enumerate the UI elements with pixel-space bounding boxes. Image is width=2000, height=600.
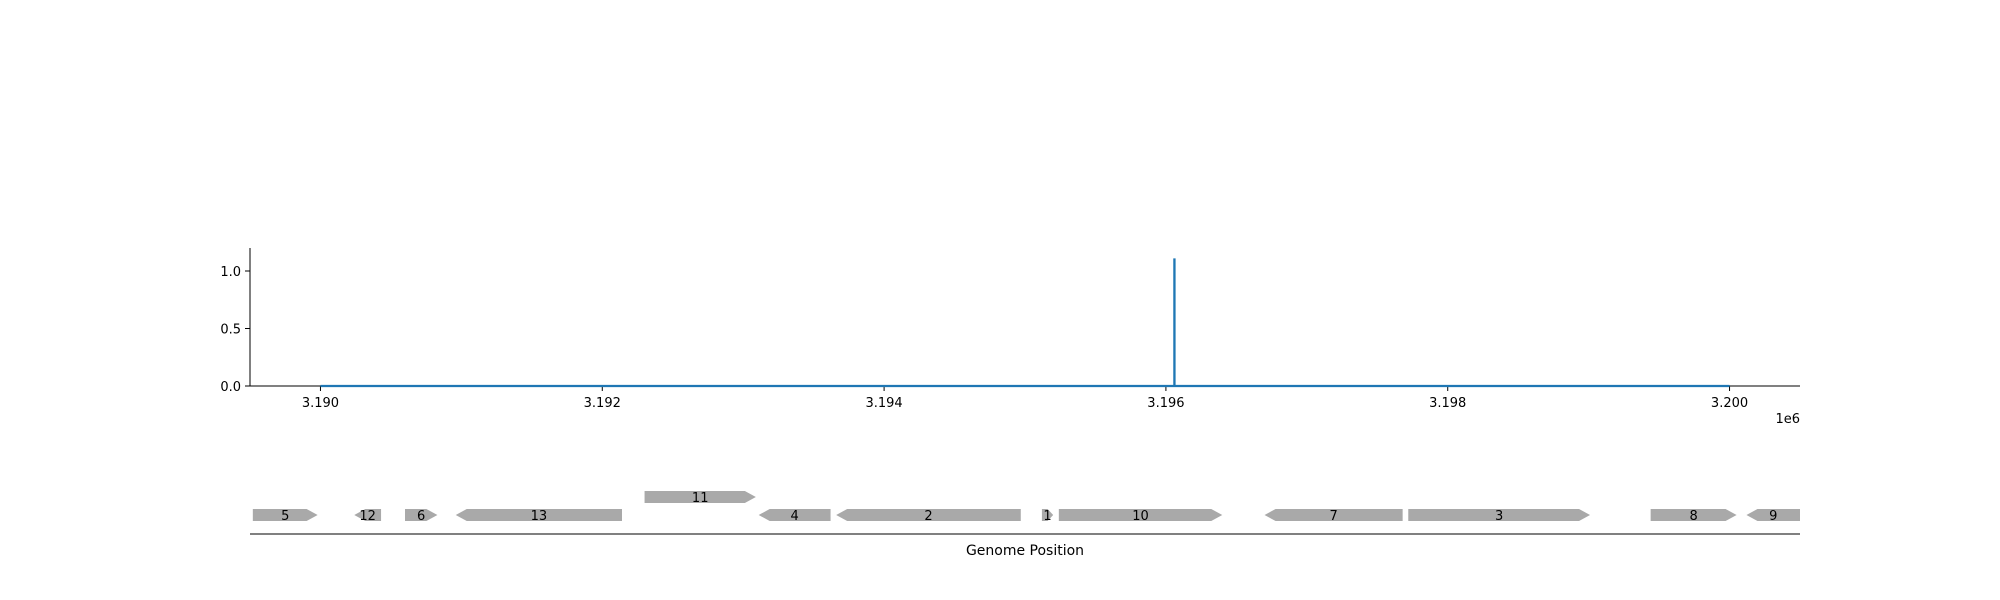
gene-feature [1058,509,1223,521]
feature-group: 5 12 6 13 11 4 2 1 10 7 3 8 9 [252,491,1800,524]
gene-feature-label: 3 [1495,509,1503,524]
series-group [320,258,1730,388]
gene-feature-label: 13 [531,509,548,524]
track-xlabel: Genome Position [966,543,1084,559]
x-tick-label: 3.192 [584,396,621,411]
gene-feature-label: 8 [1689,509,1697,524]
gene-feature [1408,509,1591,521]
x-tick-label: 3.190 [302,396,339,411]
x-offset-label: 1e6 [1775,412,1800,427]
gene-feature [1650,509,1737,521]
gene-feature [1264,509,1403,521]
gene-feature [405,509,438,521]
gene-feature [1746,509,1800,521]
y-tick-label: 0.5 [220,323,241,338]
gene-feature [455,509,622,521]
y-tick-label: 1.0 [220,265,241,280]
coverage-plot: 3.190 3.192 3.194 3.196 3.198 3.200 0.0 0.5 1.0… [220,248,1800,427]
gene-feature-label: 12 [359,509,376,524]
x-tick-group: 3.190 3.192 3.194 3.196 3.198 3.200 [302,386,1748,411]
x-tick-label: 3.200 [1711,396,1748,411]
y-tick-group: 0.0 0.5 1.0 [220,265,250,395]
gene-feature-label: 6 [417,509,425,524]
x-tick-label: 3.196 [1147,396,1184,411]
gene-feature-label: 4 [790,509,798,524]
gene-feature-label: 10 [1132,509,1149,524]
series-line [320,258,1730,388]
gene-feature [836,509,1021,521]
gene-feature-label: 1 [1043,509,1051,524]
gene-feature [644,491,756,503]
gene-feature-label: 2 [924,509,932,524]
gene-feature [252,509,318,521]
gene-feature [1041,509,1054,521]
gene-feature-label: 9 [1769,509,1777,524]
gene-feature-label: 7 [1329,509,1337,524]
gene-track: 5 12 6 13 11 4 2 1 10 7 3 8 9 Genome Position [250,491,1800,559]
gene-feature [354,509,382,521]
gene-feature [758,509,831,521]
y-tick-label: 0.0 [220,380,241,395]
x-tick-label: 3.194 [865,396,902,411]
gene-feature-label: 5 [281,509,289,524]
gene-feature-label: 11 [692,491,709,506]
x-tick-label: 3.198 [1429,396,1466,411]
